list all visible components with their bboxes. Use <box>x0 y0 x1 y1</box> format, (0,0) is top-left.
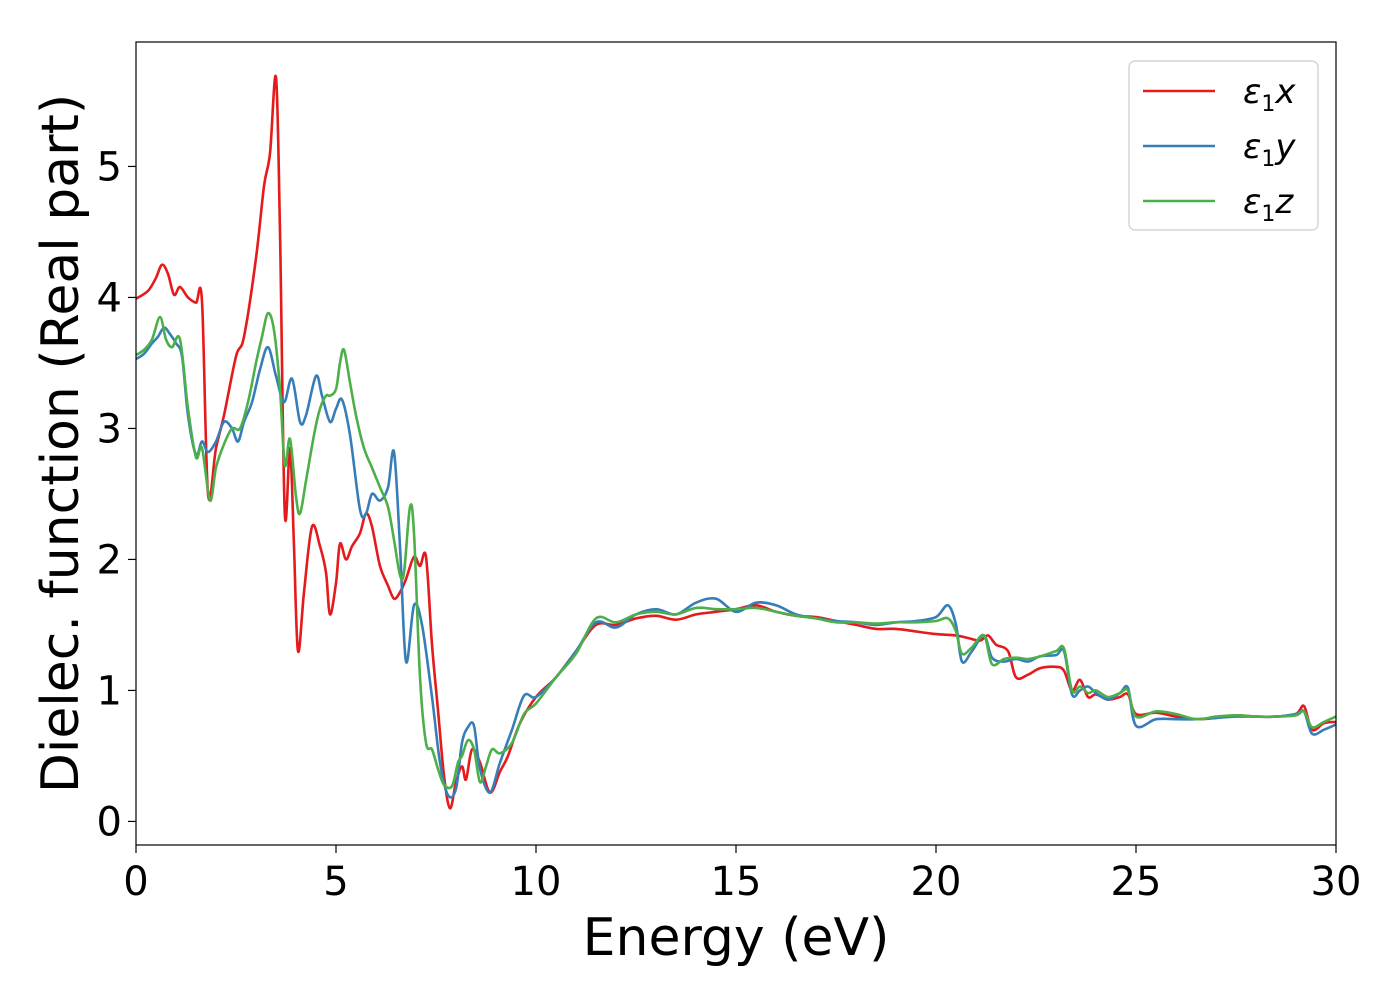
x-tick-label: 5 <box>323 859 348 905</box>
axis-ticks: 0 5 10 15 20 25 30 0 1 2 3 4 5 <box>97 144 1362 905</box>
y-tick-label: 3 <box>97 406 122 452</box>
x-tick-label: 30 <box>1311 859 1362 905</box>
series-lines <box>136 74 1336 810</box>
x-tick-label: 15 <box>711 859 762 905</box>
y-tick-label: 2 <box>97 537 122 583</box>
y-tick-label: 1 <box>97 668 122 714</box>
x-tick-label: 25 <box>1111 859 1162 905</box>
legend-label: ε1z <box>1243 182 1294 227</box>
legend-label: ε1x <box>1243 72 1296 117</box>
legend-label: ε1y <box>1243 127 1296 172</box>
y-tick-label: 0 <box>97 799 122 845</box>
y-axis-title: Dielec. function (Real part) <box>31 94 91 793</box>
legend: ε1x ε1y ε1z <box>1128 60 1319 231</box>
x-tick-label: 10 <box>511 859 562 905</box>
y-tick-label: 4 <box>97 275 122 321</box>
series-line-ε1y <box>136 326 1336 799</box>
x-tick-label: 20 <box>911 859 962 905</box>
x-tick-label: 0 <box>123 859 148 905</box>
y-tick-label: 5 <box>97 144 122 190</box>
series-line-ε1z <box>136 311 1336 790</box>
legend-box <box>1128 60 1319 231</box>
x-axis-title: Energy (eV) <box>583 908 890 968</box>
